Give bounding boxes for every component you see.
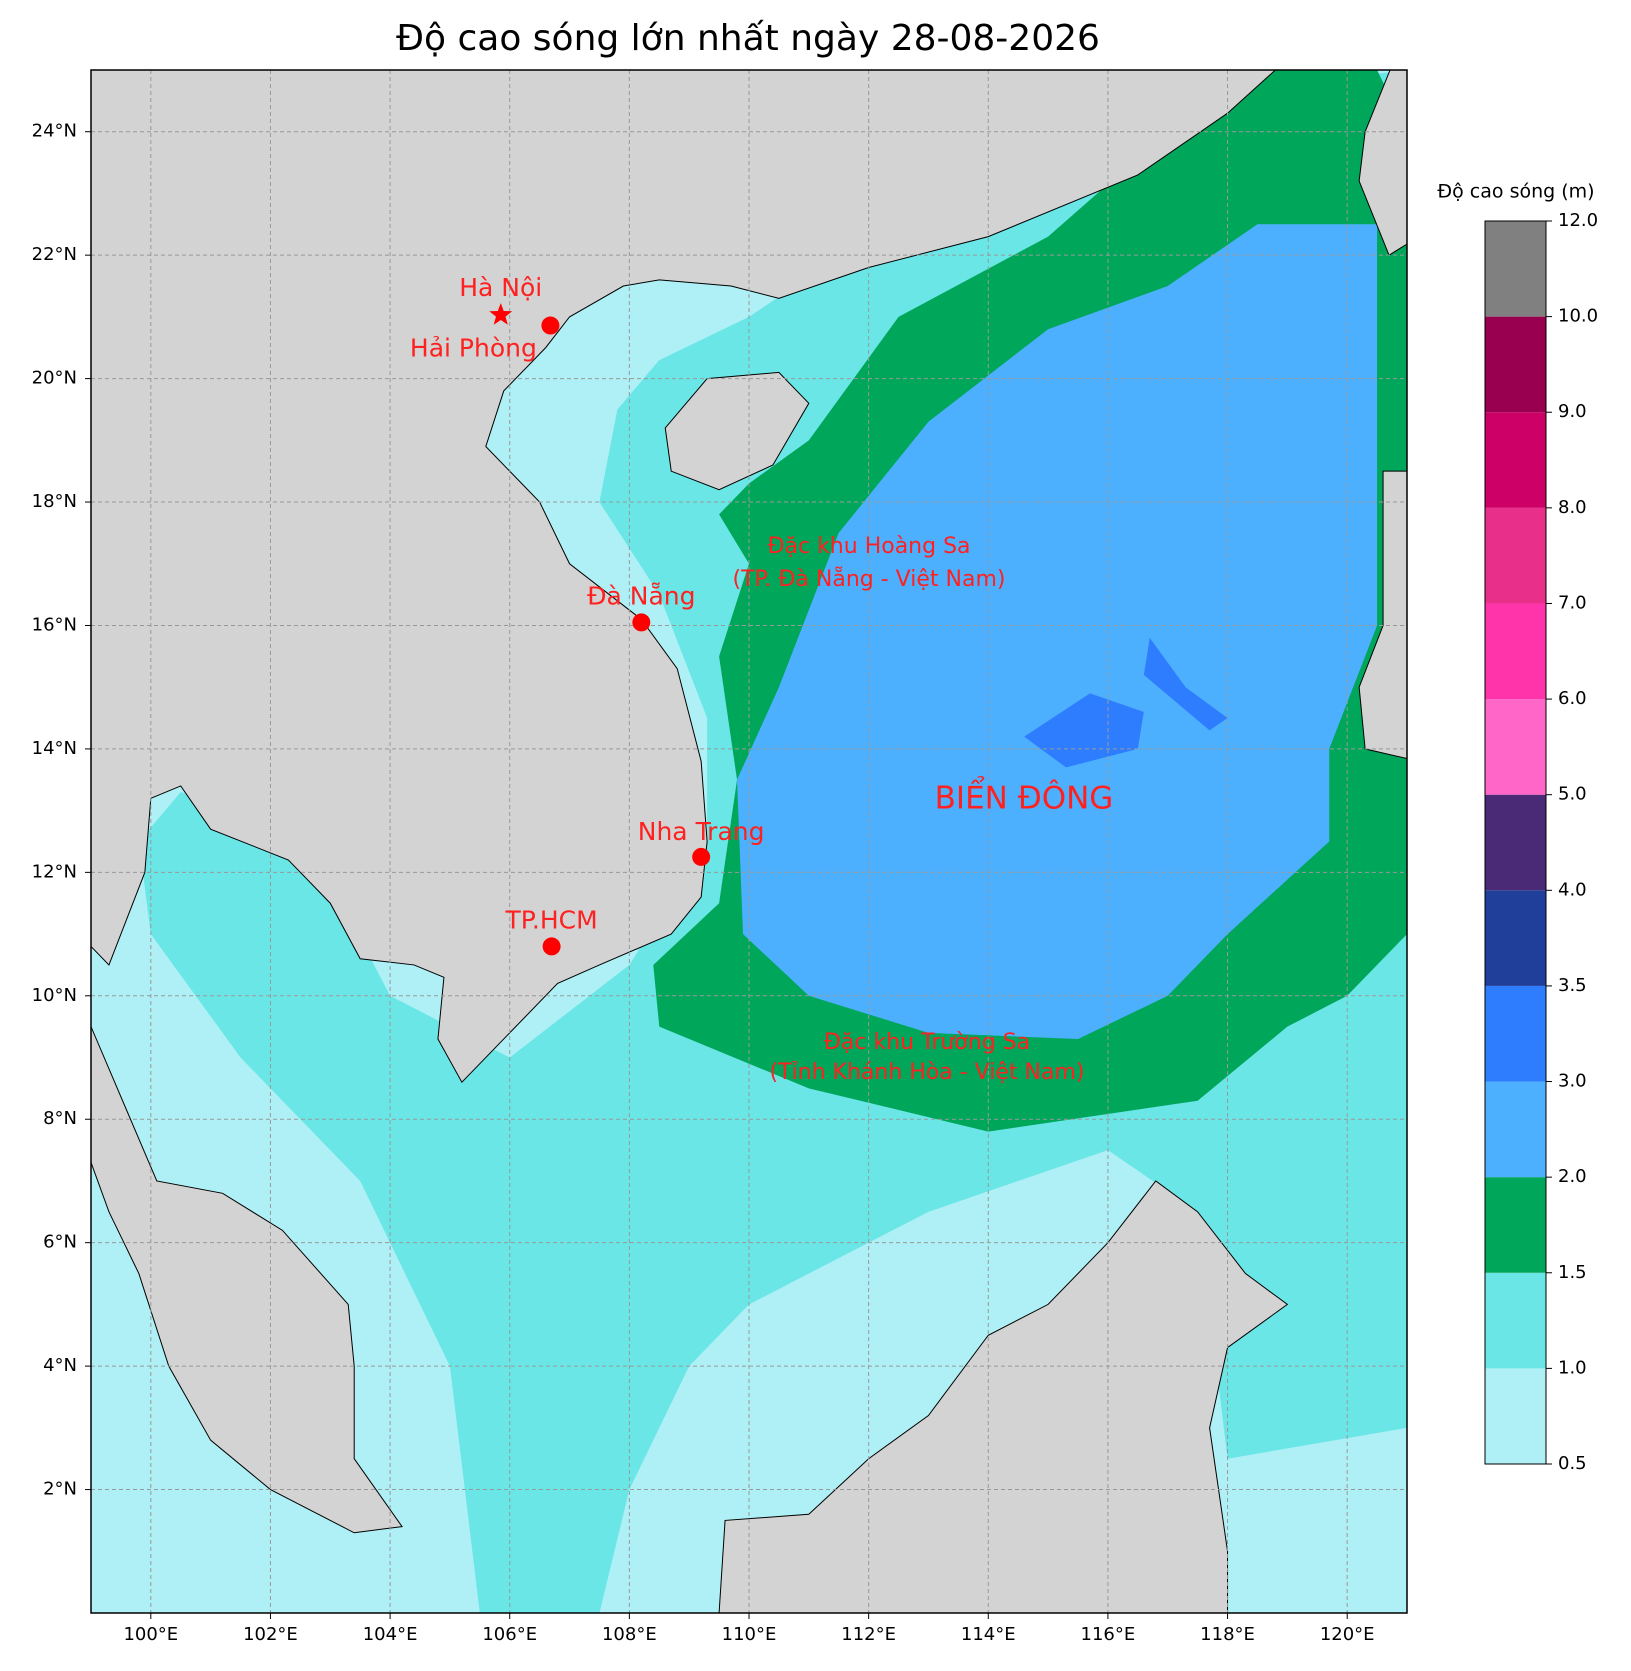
colorbar-segment [1485, 985, 1546, 1082]
colorbar-segment [1485, 890, 1546, 986]
city-marker [632, 613, 651, 632]
x-tick-label: 108°E [602, 1624, 657, 1645]
colorbar-frame [1484, 220, 1547, 1465]
colorbar-tick-label: 8.0 [1558, 497, 1587, 518]
colorbar-segment [1485, 412, 1546, 508]
colorbar-segment [1485, 794, 1546, 891]
colorbar-tick-label: 1.0 [1558, 1357, 1587, 1378]
y-tick-label: 14°N [32, 738, 77, 759]
grid [91, 70, 1407, 1613]
x-tick-label: 112°E [841, 1624, 896, 1645]
y-tick-label: 12°N [32, 861, 77, 882]
colorbar-segment [1485, 316, 1546, 413]
colorbar-tick-label: 10.0 [1558, 306, 1598, 327]
y-tick-label: 16°N [32, 614, 77, 635]
colorbar-tick-label: 0.5 [1558, 1453, 1587, 1474]
colorbar-segment [1485, 603, 1546, 700]
y-tick-label: 2°N [43, 1479, 77, 1500]
city-marker [542, 937, 561, 956]
wave-zone [1143, 637, 1228, 731]
city-label: Hải Phòng [410, 334, 537, 363]
annotation: (TP. Đà Nẵng - Việt Nam) [733, 566, 1006, 592]
y-tick-label: 24°N [32, 121, 77, 142]
colorbar-tick-label: 3.5 [1558, 975, 1587, 996]
y-tick-label: 4°N [43, 1355, 77, 1376]
annotation: BIỂN ĐÔNG [935, 776, 1114, 817]
annotation: Đặc khu Trường Sa [824, 1030, 1030, 1055]
colorbar-segment [1485, 507, 1546, 604]
city-label: Đà Nẵng [587, 581, 695, 610]
map-title: Độ cao sóng lớn nhất ngày 28-08-2026 [396, 18, 1100, 59]
wave-zone [737, 224, 1378, 1040]
colorbar-tick-label: 6.0 [1558, 688, 1587, 709]
city-marker [692, 847, 711, 866]
land [91, 70, 1275, 1082]
annotation: Đặc khu Hoàng Sa [767, 534, 970, 559]
map-shapes [91, 70, 1407, 1613]
x-tick-label: 120°E [1320, 1624, 1375, 1645]
colorbar-segment [1485, 1081, 1546, 1178]
colorbar-tick-label: 12.0 [1558, 210, 1598, 231]
colorbar-tick-label: 9.0 [1558, 401, 1587, 422]
land [665, 372, 809, 489]
colorbar-tick-label: 3.0 [1558, 1071, 1587, 1092]
city-label: Hà Nội [459, 273, 542, 302]
x-tick-label: 102°E [243, 1624, 298, 1645]
colorbar-tick-label: 4.0 [1558, 879, 1587, 900]
colorbar-tick-label: 7.0 [1558, 592, 1587, 613]
y-tick-label: 6°N [43, 1232, 77, 1253]
x-tick-label: 118°E [1200, 1624, 1255, 1645]
colorbar-segment [1485, 1177, 1546, 1273]
x-tick-label: 110°E [722, 1624, 777, 1645]
x-tick-label: 116°E [1081, 1624, 1136, 1645]
land [91, 1027, 402, 1533]
y-tick-label: 8°N [43, 1108, 77, 1129]
colorbar-segment [1485, 1368, 1546, 1464]
colorbar-title: Độ cao sóng (m) [1437, 181, 1594, 203]
city-label: TP.HCM [504, 905, 597, 934]
city-marker [541, 316, 560, 335]
colorbar-tick-label: 1.5 [1558, 1262, 1587, 1283]
colorbar-segment [1485, 221, 1546, 317]
city-marker [489, 303, 513, 325]
land [719, 1181, 1287, 1613]
annotation: (Tỉnh Khánh Hòa - Việt Nam) [770, 1060, 1085, 1085]
y-tick-label: 18°N [32, 491, 77, 512]
colorbar-segment [1485, 1272, 1546, 1369]
y-tick-label: 22°N [32, 244, 77, 265]
map-area: Đặc khu Hoàng Sa (TP. Đà Nẵng - Việt Nam… [91, 70, 1407, 1613]
y-tick-label: 20°N [32, 368, 77, 389]
colorbar-tick-label: 5.0 [1558, 784, 1587, 805]
city-label: Nha Trang [638, 817, 765, 846]
colorbar-segment [1485, 699, 1546, 795]
x-tick-label: 104°E [363, 1624, 418, 1645]
x-tick-label: 114°E [961, 1624, 1016, 1645]
colorbar-tick-label: 2.0 [1558, 1166, 1587, 1187]
x-tick-label: 100°E [123, 1624, 178, 1645]
y-tick-label: 10°N [32, 985, 77, 1006]
x-tick-label: 106°E [482, 1624, 537, 1645]
